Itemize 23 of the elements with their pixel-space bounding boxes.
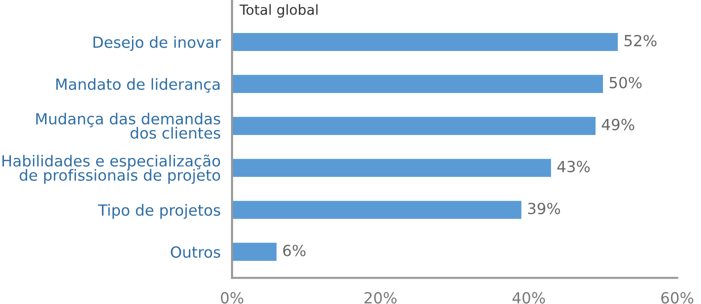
bar <box>232 158 552 177</box>
y-tick-label: Desejo de inovar <box>94 36 221 51</box>
y-tick-label: Outros <box>170 246 220 258</box>
bar <box>232 74 603 93</box>
bar <box>232 116 596 135</box>
x-tick-label: 40% <box>512 292 545 304</box>
data-label: 43% <box>557 160 590 172</box>
x-tick-label: 60% <box>661 292 694 304</box>
bar <box>232 32 618 51</box>
data-label: 49% <box>602 118 634 130</box>
data-label: 6% <box>283 244 306 256</box>
bar <box>232 200 522 219</box>
y-tick-label: Habilidades e especialização de profissionais de projeto <box>2 154 220 184</box>
y-tick-label: Mudança das demandas dos clientes <box>36 112 220 139</box>
data-label: 52% <box>624 34 656 46</box>
data-label: 39% <box>528 202 560 214</box>
data-label: 50% <box>610 76 642 88</box>
bar <box>232 242 277 261</box>
x-tick-label: 0% <box>220 292 244 304</box>
chart-title: Total global <box>240 4 318 18</box>
y-tick-label: Tipo de projetos <box>98 204 220 219</box>
y-tick-label: Mandato de liderança <box>56 78 220 93</box>
x-tick-label: 20% <box>364 292 397 304</box>
